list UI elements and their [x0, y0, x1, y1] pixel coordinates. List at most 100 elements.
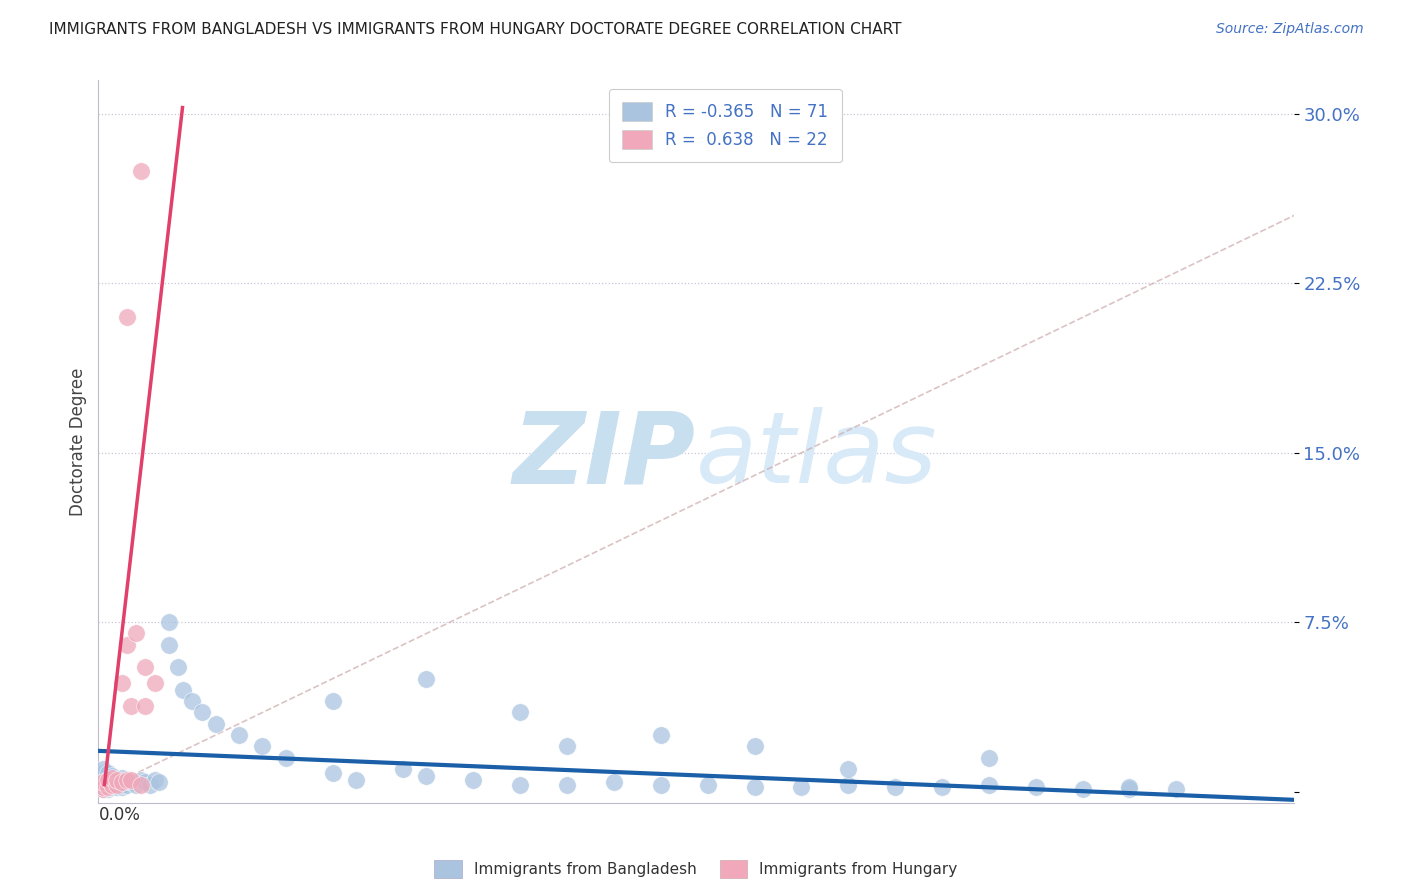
Point — [97, 766, 120, 780]
Point — [650, 778, 672, 792]
Point — [115, 773, 138, 788]
Point — [129, 773, 152, 788]
Point — [97, 775, 120, 789]
Point — [91, 780, 114, 794]
Point — [322, 694, 344, 708]
Point — [97, 780, 120, 794]
Point — [790, 780, 813, 794]
Point — [190, 706, 212, 720]
Point — [91, 769, 114, 783]
Text: 0.0%: 0.0% — [98, 806, 141, 824]
Point — [91, 780, 114, 794]
Point — [111, 775, 134, 789]
Point — [931, 780, 953, 794]
Point — [120, 775, 142, 789]
Point — [115, 638, 138, 652]
Point — [97, 771, 120, 785]
Point — [91, 782, 114, 797]
Point — [120, 698, 142, 713]
Point — [344, 773, 367, 788]
Point — [101, 778, 124, 792]
Point — [463, 773, 485, 788]
Point — [115, 778, 138, 792]
Point — [91, 773, 114, 788]
Point — [509, 706, 531, 720]
Point — [143, 676, 166, 690]
Text: ZIP: ZIP — [513, 408, 696, 505]
Text: Source: ZipAtlas.com: Source: ZipAtlas.com — [1216, 22, 1364, 37]
Point — [509, 778, 531, 792]
Point — [101, 773, 124, 788]
Point — [134, 698, 156, 713]
Point — [415, 769, 437, 783]
Point — [977, 750, 1000, 764]
Point — [1118, 782, 1140, 797]
Point — [1118, 780, 1140, 794]
Point — [91, 778, 114, 792]
Point — [120, 773, 142, 788]
Point — [115, 310, 138, 325]
Point — [977, 778, 1000, 792]
Point — [139, 778, 162, 792]
Point — [415, 672, 437, 686]
Point — [97, 780, 120, 794]
Point — [111, 778, 134, 792]
Point — [837, 778, 859, 792]
Point — [392, 762, 415, 776]
Point — [91, 775, 114, 789]
Point — [172, 682, 194, 697]
Point — [181, 694, 204, 708]
Point — [134, 775, 156, 789]
Point — [1166, 782, 1188, 797]
Point — [167, 660, 190, 674]
Point — [143, 773, 166, 788]
Point — [228, 728, 250, 742]
Point — [157, 615, 180, 630]
Point — [696, 778, 718, 792]
Point — [91, 782, 114, 797]
Point — [555, 778, 578, 792]
Point — [1071, 782, 1094, 797]
Point — [129, 163, 152, 178]
Point — [322, 766, 344, 780]
Point — [105, 773, 128, 788]
Point — [884, 780, 907, 794]
Point — [91, 775, 114, 789]
Text: IMMIGRANTS FROM BANGLADESH VS IMMIGRANTS FROM HUNGARY DOCTORATE DEGREE CORRELATI: IMMIGRANTS FROM BANGLADESH VS IMMIGRANTS… — [49, 22, 901, 37]
Point — [97, 773, 120, 788]
Point — [101, 769, 124, 783]
Point — [105, 775, 128, 789]
Point — [744, 739, 766, 754]
Point — [157, 638, 180, 652]
Point — [204, 716, 226, 731]
Y-axis label: Doctorate Degree: Doctorate Degree — [69, 368, 87, 516]
Point — [148, 775, 170, 789]
Point — [274, 750, 297, 764]
Point — [650, 728, 672, 742]
Point — [744, 780, 766, 794]
Point — [111, 676, 134, 690]
Text: atlas: atlas — [696, 408, 938, 505]
Point — [101, 780, 124, 794]
Point — [111, 771, 134, 785]
Point — [105, 778, 128, 792]
Point — [91, 771, 114, 785]
Point — [125, 778, 148, 792]
Point — [603, 775, 626, 789]
Point — [91, 766, 114, 780]
Point — [97, 778, 120, 792]
Point — [101, 771, 124, 785]
Point — [125, 626, 148, 640]
Point — [134, 660, 156, 674]
Point — [101, 778, 124, 792]
Point — [97, 782, 120, 797]
Point — [105, 780, 128, 794]
Point — [91, 762, 114, 776]
Point — [252, 739, 274, 754]
Legend: Immigrants from Bangladesh, Immigrants from Hungary: Immigrants from Bangladesh, Immigrants f… — [429, 854, 963, 884]
Point — [837, 762, 859, 776]
Point — [1025, 780, 1047, 794]
Point — [111, 780, 134, 794]
Point — [129, 778, 152, 792]
Point — [555, 739, 578, 754]
